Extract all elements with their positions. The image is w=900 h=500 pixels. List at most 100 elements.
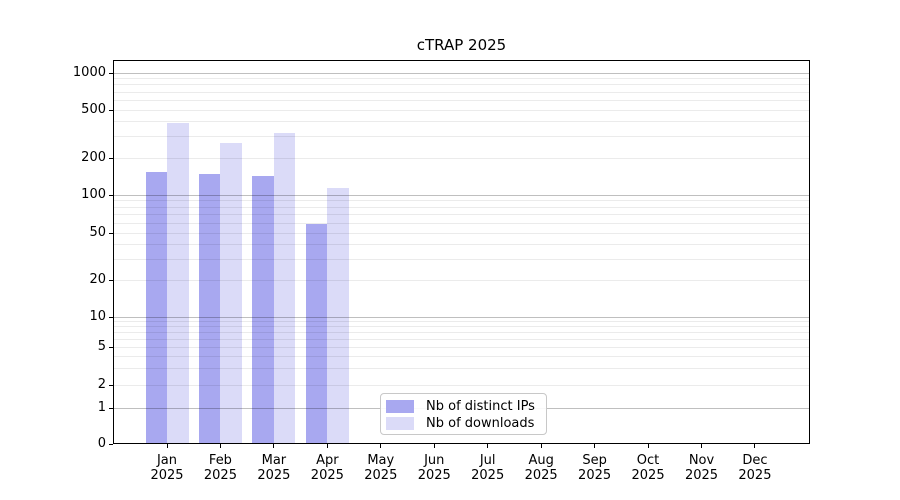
x-tick-mark [701, 443, 702, 448]
x-tick-label: Sep 2025 [567, 453, 623, 483]
x-tick-month: Dec [742, 452, 768, 468]
gridline-minor [114, 78, 809, 80]
x-tick-label: Oct 2025 [620, 453, 676, 483]
gridline-minor [114, 338, 809, 340]
x-tick-label: Jun 2025 [406, 453, 462, 483]
legend-swatch-downloads-icon [386, 417, 414, 430]
y-tick-label: 0 [97, 436, 106, 451]
gridline-minor [114, 222, 809, 224]
y-tick-mark [109, 316, 113, 318]
bar-distinct-ips [305, 223, 328, 444]
gridline-minor [114, 109, 809, 111]
gridline-minor [114, 346, 809, 348]
x-tick-year: 2025 [578, 467, 612, 483]
y-tick-label: 1 [97, 400, 106, 415]
x-tick-label: May 2025 [353, 453, 409, 483]
x-tick-year: 2025 [524, 467, 558, 483]
gridline-minor [114, 384, 809, 386]
gridline-minor [114, 232, 809, 234]
x-tick-mark [219, 443, 221, 448]
y-tick-mark [109, 384, 113, 386]
gridline-minor [114, 243, 809, 245]
x-tick-label: Mar 2025 [246, 453, 302, 483]
y-tick-mark [109, 279, 113, 281]
legend-label-downloads: Nb of downloads [426, 415, 535, 431]
x-tick-mark [273, 443, 275, 448]
x-tick-label: Jul 2025 [460, 453, 516, 483]
x-tick-label: Feb 2025 [192, 453, 248, 483]
x-tick-label: Jan 2025 [139, 453, 195, 483]
gridline-minor [114, 84, 809, 86]
x-tick-label: Aug 2025 [513, 453, 569, 483]
gridline-minor [114, 279, 809, 281]
x-tick-label: Apr 2025 [299, 453, 355, 483]
x-tick-mark [433, 443, 435, 448]
y-tick-label: 10 [89, 309, 106, 324]
x-tick-month: Jul [479, 452, 496, 468]
gridline-minor [114, 258, 809, 260]
x-tick-mark [594, 443, 596, 448]
x-tick-month: Apr [316, 452, 339, 468]
legend-entry-downloads: Nb of downloads [386, 415, 546, 432]
x-tick-mark [754, 443, 756, 448]
x-tick-month: Mar [261, 452, 287, 468]
gridline-minor [114, 355, 809, 357]
y-tick-label: 2 [97, 377, 106, 392]
x-tick-month: Sep [582, 452, 607, 468]
x-tick-year: 2025 [203, 467, 237, 483]
bar-distinct-ips [145, 171, 167, 444]
bar-distinct-ips [252, 175, 274, 444]
gridline-minor [114, 206, 809, 208]
x-tick-month: Aug [528, 452, 554, 468]
x-tick-month: May [367, 452, 395, 468]
x-tick-mark [647, 443, 649, 448]
x-tick-month: Jun [424, 452, 445, 468]
gridline-minor [114, 331, 809, 333]
gridline-minor [114, 321, 809, 323]
gridline-minor [114, 136, 809, 138]
y-tick-mark [109, 194, 113, 196]
y-tick-mark [109, 407, 113, 409]
legend-label-distinct-ips: Nb of distinct IPs [426, 398, 535, 414]
bar-distinct-ips [198, 174, 221, 444]
x-tick-mark [540, 443, 542, 448]
gridline-minor [114, 200, 809, 202]
x-tick-mark [166, 443, 168, 448]
legend-entry-distinct-ips: Nb of distinct IPs [386, 398, 546, 415]
x-tick-year: 2025 [738, 467, 772, 483]
x-tick-label: Nov 2025 [674, 453, 730, 483]
x-tick-year: 2025 [471, 467, 505, 483]
x-tick-label: Dec 2025 [727, 453, 783, 483]
y-tick-label: 5 [97, 339, 106, 354]
x-tick-month: Feb [208, 452, 232, 468]
bar-downloads [273, 133, 296, 444]
y-tick-mark [109, 232, 113, 234]
y-tick-label: 100 [81, 187, 106, 202]
y-tick-mark [109, 109, 113, 111]
chart-title: cTRAP 2025 [416, 36, 507, 54]
legend-swatch-distinct-ips-icon [386, 400, 414, 413]
gridline-minor [114, 157, 809, 159]
x-tick-mark [487, 443, 489, 448]
gridline-major [114, 194, 809, 196]
x-tick-year: 2025 [257, 467, 291, 483]
y-tick-label: 200 [81, 150, 106, 165]
x-tick-year: 2025 [631, 467, 665, 483]
y-tick-label: 20 [89, 272, 106, 287]
x-tick-year: 2025 [684, 467, 719, 483]
x-tick-month: Oct [636, 452, 660, 468]
x-tick-mark [380, 443, 382, 448]
y-tick-label: 50 [89, 225, 106, 240]
y-tick-label: 1000 [72, 65, 106, 80]
gridline-minor [114, 326, 809, 328]
legend: Nb of distinct IPs Nb of downloads [380, 393, 547, 435]
y-tick-label: 500 [81, 102, 106, 117]
gridline-major [114, 72, 809, 74]
gridline-minor [114, 99, 809, 101]
x-tick-year: 2025 [417, 467, 451, 483]
x-tick-month: Jan [156, 452, 178, 468]
x-tick-mark [326, 443, 328, 448]
